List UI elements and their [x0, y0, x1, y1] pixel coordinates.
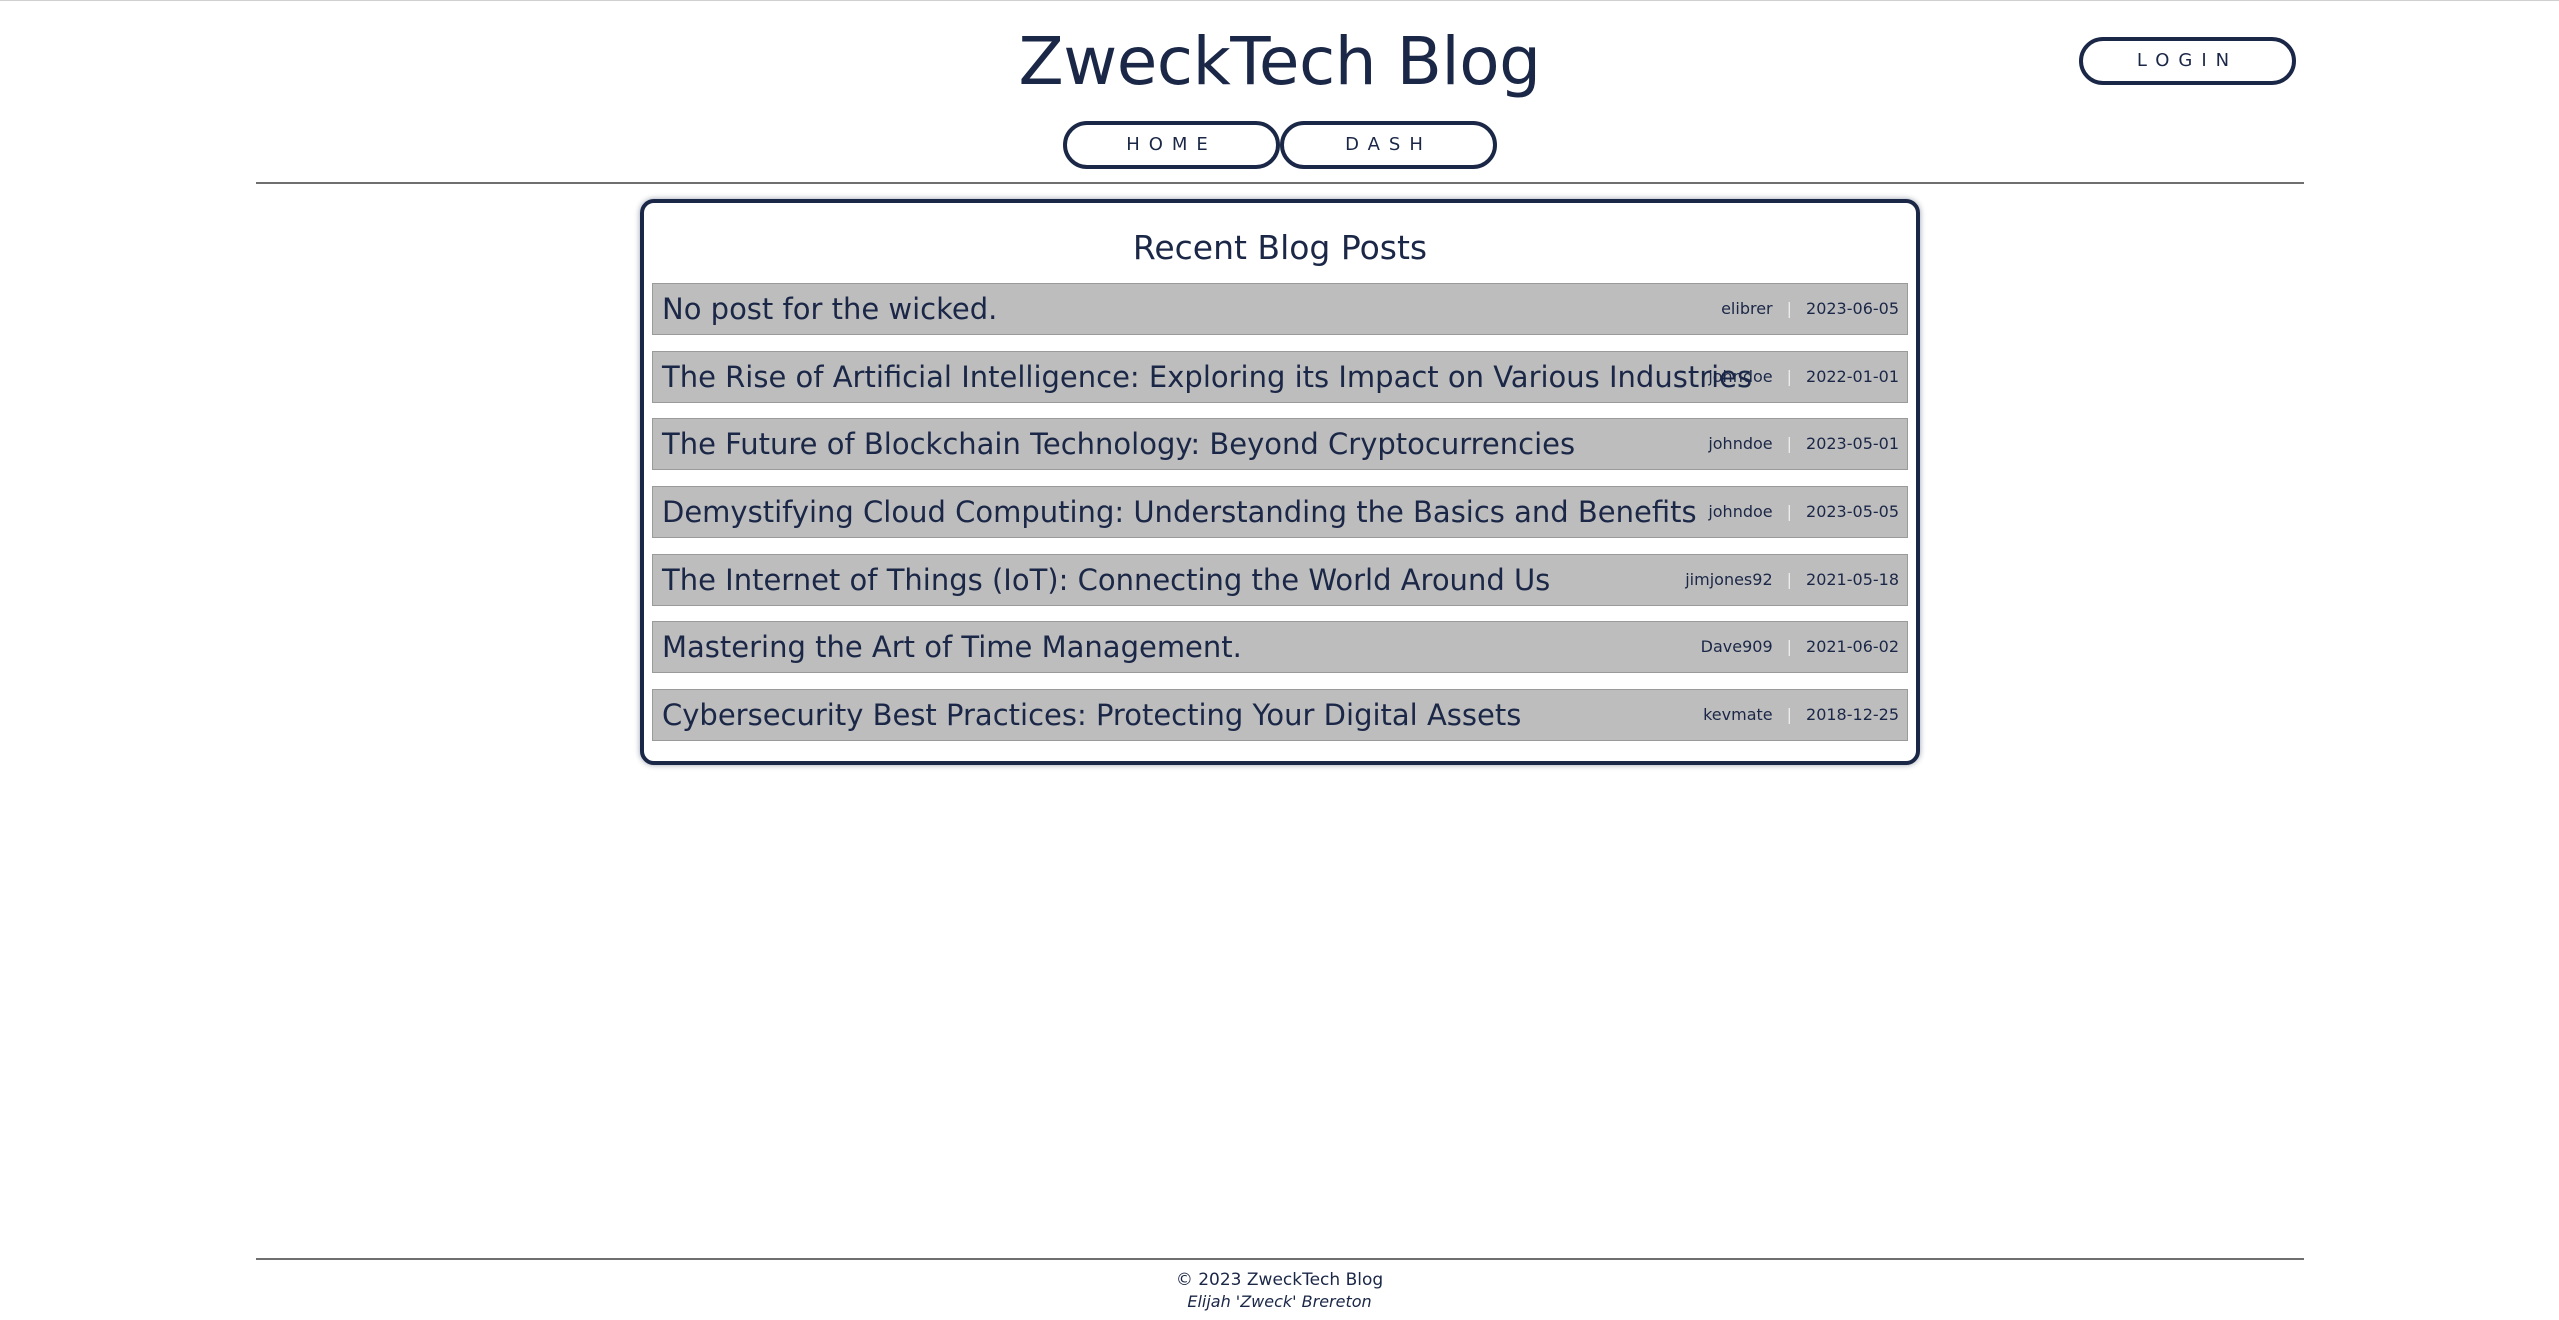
- post-meta: kevmate | 2018-12-25: [1703, 690, 1899, 740]
- post-author: Dave909: [1700, 637, 1773, 657]
- post-title[interactable]: The Internet of Things (IoT): Connecting…: [662, 562, 1551, 597]
- meta-separator: |: [1786, 366, 1793, 386]
- post-author: kevmate: [1703, 705, 1773, 725]
- post-author: elibrer: [1721, 299, 1773, 318]
- footer-copyright: © 2023 ZweckTech Blog: [1175, 1270, 1384, 1290]
- post-title[interactable]: Mastering the Art of Time Management.: [662, 630, 1242, 665]
- post-date: 2023-05-05: [1806, 502, 1899, 522]
- meta-separator: |: [1786, 637, 1793, 657]
- meta-separator: |: [1786, 705, 1793, 725]
- post-row[interactable]: The Internet of Things (IoT): Connecting…: [652, 553, 1908, 606]
- login-button[interactable]: LOGIN: [2079, 37, 2296, 85]
- post-list: No post for the wicked. elibrer | 2023-06-…: [652, 283, 1908, 757]
- footer-author: Elijah 'Zweck' Brereton: [1187, 1292, 1372, 1311]
- post-row[interactable]: The Future of Blockchain Technology: Bey…: [652, 418, 1908, 471]
- post-date: 2021-05-18: [1806, 569, 1899, 589]
- post-row[interactable]: No post for the wicked. elibrer | 2023-06-…: [652, 283, 1908, 335]
- site-footer: © 2023 ZweckTech Blog Elijah 'Zweck' Bre…: [0, 1268, 2559, 1312]
- post-date: 2021-06-02: [1806, 637, 1899, 657]
- post-meta: Dave909 | 2021-06-02: [1701, 622, 1899, 672]
- post-row[interactable]: Demystifying Cloud Computing: Understand…: [652, 486, 1908, 539]
- site-header: ZweckTech Blog LOGIN HOME DASH: [0, 0, 2559, 185]
- post-author: johndoe: [1708, 434, 1773, 454]
- post-date: 2022-01-01: [1806, 366, 1899, 386]
- top-rule: [0, 0, 2559, 1]
- post-row[interactable]: Mastering the Art of Time Management. Da…: [652, 621, 1908, 674]
- post-author: jimjones92: [1685, 569, 1773, 589]
- post-meta: johndoe | 2022-01-01: [1708, 352, 1899, 402]
- post-date: 2018-12-25: [1806, 705, 1899, 725]
- post-date: 2023-05-01: [1806, 434, 1899, 454]
- post-title[interactable]: Demystifying Cloud Computing: Understand…: [662, 495, 1697, 530]
- recent-posts-card: Recent Blog Posts No post for the wicked…: [640, 199, 1920, 765]
- nav-home-button[interactable]: HOME: [1063, 121, 1280, 169]
- meta-separator: |: [1786, 434, 1793, 454]
- post-title[interactable]: Cybersecurity Best Practices: Protecting…: [662, 698, 1522, 733]
- meta-separator: |: [1786, 502, 1793, 522]
- post-title[interactable]: The Future of Blockchain Technology: Bey…: [662, 427, 1576, 462]
- post-row[interactable]: Cybersecurity Best Practices: Protecting…: [652, 689, 1908, 742]
- post-date: 2023-06-05: [1806, 299, 1899, 318]
- nav-dash-button[interactable]: DASH: [1280, 121, 1497, 169]
- main-nav: HOME DASH: [1063, 121, 1497, 169]
- meta-separator: |: [1786, 299, 1793, 318]
- footer-divider: [256, 1258, 2304, 1260]
- header-divider: [256, 182, 2304, 184]
- post-meta: johndoe | 2023-05-05: [1708, 487, 1899, 537]
- post-author: johndoe: [1708, 502, 1773, 522]
- post-meta: johndoe | 2023-05-01: [1708, 419, 1899, 469]
- post-meta: elibrer | 2023-06-05: [1721, 284, 1899, 334]
- recent-posts-heading: Recent Blog Posts: [1132, 228, 1428, 267]
- post-meta: jimjones92 | 2021-05-18: [1685, 555, 1899, 605]
- post-title[interactable]: No post for the wicked.: [662, 292, 998, 326]
- site-title: ZweckTech Blog: [1018, 23, 1542, 100]
- meta-separator: |: [1786, 569, 1793, 589]
- post-author: johndoe: [1708, 366, 1773, 386]
- post-row[interactable]: The Rise of Artificial Intelligence: Exp…: [652, 350, 1908, 403]
- post-title[interactable]: The Rise of Artificial Intelligence: Exp…: [662, 359, 1753, 394]
